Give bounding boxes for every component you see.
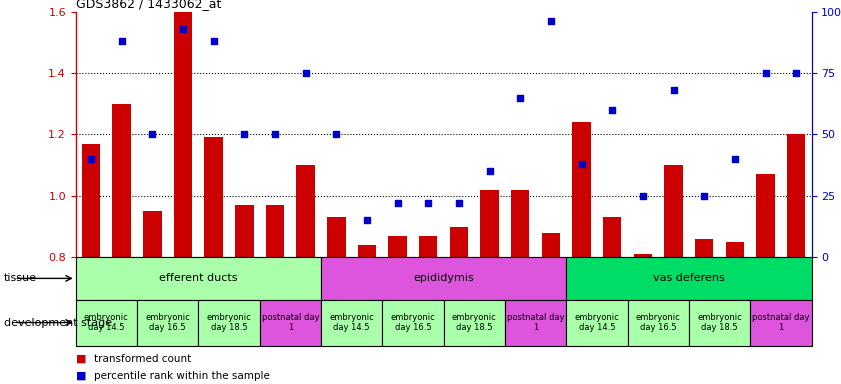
Bar xyxy=(750,300,812,346)
Point xyxy=(606,107,619,113)
Text: epididymis: epididymis xyxy=(413,273,474,283)
Bar xyxy=(787,134,806,257)
Bar xyxy=(634,254,652,257)
Point xyxy=(330,131,343,137)
Text: embryonic
day 14.5: embryonic day 14.5 xyxy=(330,313,374,332)
Point xyxy=(514,94,527,101)
Bar xyxy=(726,242,744,257)
Point xyxy=(177,26,190,32)
Text: embryonic
day 14.5: embryonic day 14.5 xyxy=(574,313,619,332)
Text: GDS3862 / 1433062_at: GDS3862 / 1433062_at xyxy=(76,0,221,10)
Text: embryonic
day 16.5: embryonic day 16.5 xyxy=(636,313,680,332)
Bar xyxy=(137,300,198,346)
Bar xyxy=(296,165,315,257)
Text: percentile rank within the sample: percentile rank within the sample xyxy=(94,371,270,381)
Bar xyxy=(542,233,560,257)
Text: development stage: development stage xyxy=(4,318,113,328)
Text: postnatal day
1: postnatal day 1 xyxy=(262,313,319,332)
Text: vas deferens: vas deferens xyxy=(653,273,725,283)
Point xyxy=(391,200,405,206)
Bar xyxy=(357,245,376,257)
Bar xyxy=(627,300,689,346)
Point xyxy=(115,38,129,44)
Text: embryonic
day 18.5: embryonic day 18.5 xyxy=(452,313,497,332)
Bar xyxy=(505,300,566,346)
Bar xyxy=(266,205,284,257)
Bar xyxy=(444,300,505,346)
Bar xyxy=(573,122,590,257)
Text: postnatal day
1: postnatal day 1 xyxy=(507,313,564,332)
Text: embryonic
day 18.5: embryonic day 18.5 xyxy=(207,313,251,332)
Bar xyxy=(235,205,253,257)
Point xyxy=(667,87,680,93)
Text: ■: ■ xyxy=(76,371,90,381)
Bar xyxy=(566,300,627,346)
Bar xyxy=(389,236,407,257)
Point xyxy=(207,38,220,44)
Bar xyxy=(695,239,713,257)
Point xyxy=(421,200,435,206)
Point xyxy=(544,18,558,25)
Bar xyxy=(689,300,750,346)
Text: embryonic
day 16.5: embryonic day 16.5 xyxy=(145,313,190,332)
Point xyxy=(299,70,312,76)
Point xyxy=(268,131,282,137)
Bar xyxy=(82,144,100,257)
Point xyxy=(84,156,98,162)
Point xyxy=(145,131,159,137)
Bar xyxy=(204,137,223,257)
Bar xyxy=(756,174,775,257)
Bar xyxy=(327,217,346,257)
Bar xyxy=(174,12,193,257)
Bar xyxy=(76,257,321,300)
Point xyxy=(238,131,251,137)
Point xyxy=(790,70,803,76)
Bar xyxy=(419,236,437,257)
Point xyxy=(759,70,772,76)
Bar xyxy=(480,190,499,257)
Text: embryonic
day 16.5: embryonic day 16.5 xyxy=(390,313,436,332)
Bar xyxy=(321,300,383,346)
Bar xyxy=(511,190,530,257)
Bar xyxy=(664,165,683,257)
Point xyxy=(697,193,711,199)
Bar xyxy=(566,257,812,300)
Text: embryonic
day 18.5: embryonic day 18.5 xyxy=(697,313,742,332)
Point xyxy=(636,193,649,199)
Bar xyxy=(383,300,444,346)
Text: transformed count: transformed count xyxy=(94,354,192,364)
Bar xyxy=(321,257,566,300)
Bar xyxy=(143,211,161,257)
Point xyxy=(452,200,466,206)
Text: tissue: tissue xyxy=(4,273,37,283)
Bar xyxy=(260,300,321,346)
Text: postnatal day
1: postnatal day 1 xyxy=(752,313,810,332)
Point xyxy=(575,161,589,167)
Point xyxy=(360,217,373,223)
Text: ■: ■ xyxy=(76,354,90,364)
Point xyxy=(483,168,496,174)
Bar xyxy=(603,217,621,257)
Bar xyxy=(198,300,260,346)
Point xyxy=(728,156,742,162)
Bar xyxy=(450,227,468,257)
Text: embryonic
day 14.5: embryonic day 14.5 xyxy=(84,313,129,332)
Text: efferent ducts: efferent ducts xyxy=(159,273,238,283)
Bar xyxy=(76,300,137,346)
Bar xyxy=(113,104,131,257)
